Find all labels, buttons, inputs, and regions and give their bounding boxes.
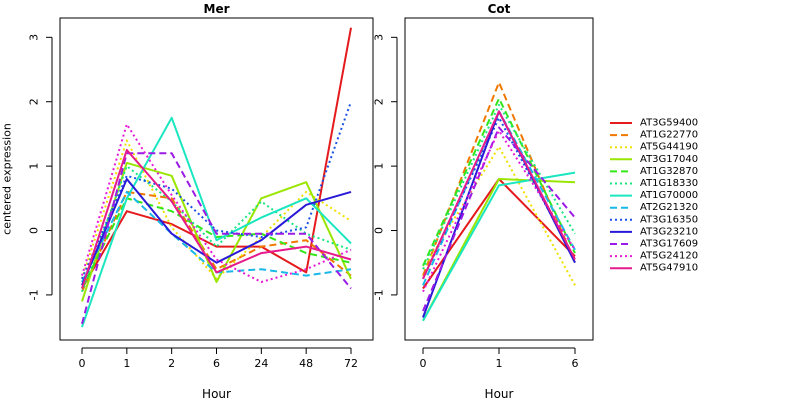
- legend-entry-label: AT1G22770: [640, 130, 698, 141]
- cot-series-line-at1g32870: [422, 97, 576, 267]
- mer-y-tick-label: 0: [28, 227, 41, 234]
- cot-plot-frame: [404, 17, 594, 341]
- cot-series-line-at3g17040: [422, 178, 576, 322]
- cot-y-tick-label: 3: [373, 34, 386, 41]
- cot-y-tick-label: 1: [373, 163, 386, 170]
- mer-plot-frame: [59, 17, 374, 341]
- mer-x-tick-label: 0: [79, 357, 86, 370]
- legend-entry-label: AT3G59400: [640, 118, 698, 129]
- mer-x-tick-label: 24: [254, 357, 268, 370]
- mer-series-line-at3g17040: [81, 161, 352, 302]
- legend-entry-label: AT3G17609: [640, 239, 698, 250]
- mer-x-tick-label: 1: [123, 357, 130, 370]
- mer-x-tick-label: 48: [299, 357, 313, 370]
- legend-entry-label: AT1G18330: [640, 178, 698, 189]
- mer-series-line-at5g47910: [81, 149, 352, 289]
- mer-y-tick-label: 3: [28, 34, 41, 41]
- cot-x-tick-label: 6: [572, 357, 579, 370]
- cot-x-axis-label: Hour: [485, 387, 514, 400]
- mer-panel: Mer 0 1 2 6 24 48 72 Hour -1 0 1 2 3 centered expressi…: [1, 2, 374, 400]
- mer-series-line-at3g59400: [81, 27, 352, 290]
- mer-x-tick-label: 2: [168, 357, 175, 370]
- mer-series-line-at1g70000: [81, 116, 352, 328]
- cot-series-line-at3g17609: [422, 126, 576, 312]
- mer-x-axis-label: Hour: [202, 387, 231, 400]
- cot-series-line-at5g47910: [422, 110, 576, 280]
- mer-series-line-at1g22770: [81, 190, 352, 293]
- legend-entry-label: AT1G32870: [640, 166, 698, 177]
- cot-title: Cot: [488, 2, 511, 16]
- mer-series-line-at3g23210: [81, 178, 352, 286]
- cot-x-tick-label: 0: [420, 357, 427, 370]
- cot-series-line-at1g18330: [422, 103, 576, 270]
- legend-entry-label: AT5G47910: [640, 263, 698, 274]
- legend-entry-label: AT3G23210: [640, 226, 698, 237]
- mer-x-tick-label: 72: [344, 357, 358, 370]
- cot-y-tick-label: -1: [373, 289, 386, 300]
- mer-x-tick-label: 6: [213, 357, 220, 370]
- legend-entry-label: AT1G70000: [640, 190, 698, 201]
- cot-panel: Cot 0 1 6 Hour -1 0 1 2 3: [373, 2, 594, 400]
- legend-entry-label: AT5G24120: [640, 251, 698, 262]
- legend: AT3G59400AT1G22770AT5G44190AT3G17040AT1G…: [610, 118, 698, 274]
- cot-x-tick-label: 1: [496, 357, 503, 370]
- mer-series-line-at5g44190: [81, 139, 352, 280]
- cot-series-line-at1g70000: [422, 171, 576, 322]
- legend-entry-label: AT3G17040: [640, 154, 698, 165]
- mer-y-tick-label: 2: [28, 98, 41, 105]
- mer-y-tick-label: -1: [28, 289, 41, 300]
- legend-entry-label: AT3G16350: [640, 214, 698, 225]
- mer-y-tick-label: 1: [28, 163, 41, 170]
- mer-title: Mer: [204, 2, 230, 16]
- cot-y-tick-label: 0: [373, 227, 386, 234]
- mer-series-line-at3g16350: [81, 101, 352, 280]
- legend-entry-label: AT5G44190: [640, 142, 698, 153]
- mer-series-line-at5g24120: [81, 123, 352, 283]
- cot-y-tick-label: 2: [373, 98, 386, 105]
- cot-series-line-at5g24120: [422, 129, 576, 293]
- mer-y-axis-label: centered expression: [1, 123, 14, 235]
- legend-entry-label: AT2G21320: [640, 202, 698, 213]
- cot-series-line-at2g21320: [422, 110, 576, 286]
